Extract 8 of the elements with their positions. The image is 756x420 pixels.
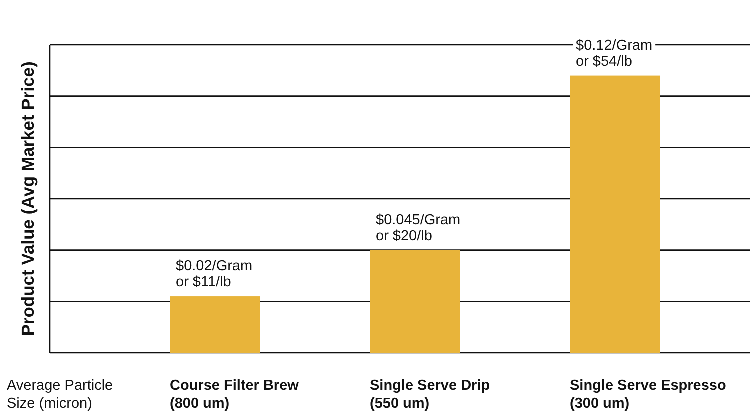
y-axis-title: Product Value (Avg Market Price) xyxy=(18,62,38,336)
x-axis-title: Average Particle Size (micron) xyxy=(7,378,114,412)
data-label: $0.045/Gram or $20/lb xyxy=(376,212,461,244)
data-label: $0.02/Gram or $11/lb xyxy=(176,258,253,291)
x-tick-label: Course Filter Brew (800 um) xyxy=(170,378,300,412)
data-label: $0.12/Gram or $54/lb xyxy=(576,38,653,70)
x-tick-label: Single Serve Espresso (300 um) xyxy=(570,378,726,412)
x-tick-label: Single Serve Drip (550 um) xyxy=(370,378,490,412)
